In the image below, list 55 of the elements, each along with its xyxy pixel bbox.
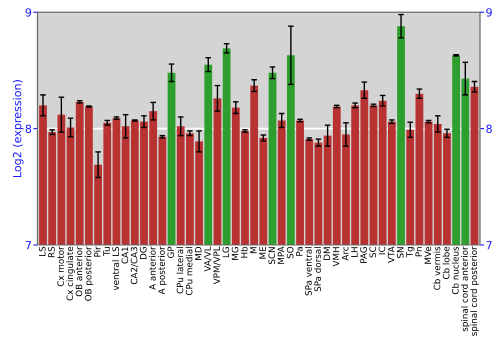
x-tick-label: IC: [378, 246, 386, 254]
x-tick-label: SPa ventral: [305, 247, 312, 296]
x-tick-label: Cx cingulate: [66, 246, 75, 300]
x-tick-label: SCN: [268, 247, 276, 264]
x-tick-label: RS: [48, 246, 55, 258]
x-tick-label: VTA: [388, 246, 394, 263]
y-tick-label: 8: [26, 124, 32, 134]
x-tick-label: Tu: [103, 247, 110, 256]
y-tick-label: 7: [26, 241, 31, 250]
x-tick-label: MPA: [278, 246, 284, 264]
x-tick-label: PAG: [360, 247, 367, 263]
x-tick-label: Pa: [296, 247, 303, 256]
x-tick-label: VPM/VPL: [213, 246, 221, 284]
x-tick-label: SN: [396, 247, 404, 258]
x-tick-label: CPu medial: [186, 247, 192, 296]
y2-tick-label: 8: [486, 124, 492, 134]
x-tick-label: MG: [232, 247, 238, 260]
x-tick-label: spinal cord posterior: [470, 246, 479, 336]
x-tick-label: ventral LS: [112, 246, 119, 290]
y-tick-label: 9: [26, 8, 32, 17]
x-tick-label: OB anterior: [75, 246, 82, 296]
x-tick-label: GP: [167, 246, 174, 258]
x-tick-label: Cb nucleus: [452, 246, 459, 294]
x-tick-label: LS: [38, 246, 46, 256]
y-axis-title: Log2 (expression): [12, 80, 24, 178]
x-tick-label: Arc: [342, 246, 349, 261]
x-tick-label: MD: [195, 246, 202, 260]
x-tick-label: SC: [369, 246, 376, 258]
x-tick-label: Cb vermis: [434, 246, 440, 290]
x-tick-label: Pn: [415, 247, 422, 256]
x-tick-label: CPu lateral: [176, 247, 184, 294]
x-tick-label: VA/VL: [204, 246, 212, 272]
x-tick-label: SPa dorsal: [314, 247, 321, 292]
x-tick-label: LH: [351, 247, 358, 257]
x-tick-label: MVe: [424, 246, 432, 264]
x-tick-label: VMH: [332, 247, 340, 266]
x-tick-label: CA1: [122, 247, 128, 264]
x-tick-label: Tg: [406, 247, 414, 258]
x-tick-label: Cb lobe: [442, 246, 450, 280]
x-tick-label: DG: [140, 247, 147, 260]
x-tick-label: ME: [259, 246, 266, 259]
x-tick-label: OB posterior: [84, 246, 94, 301]
x-tick-label: spinal cord anterior: [461, 246, 470, 332]
x-tick-label: A posterior: [158, 246, 167, 294]
x-tick-label: Cx motor: [57, 246, 64, 286]
x-tick-label: DM: [324, 247, 330, 260]
x-tick-label: Pir: [94, 246, 101, 257]
x-tick-label: M: [250, 247, 257, 254]
x-tick-label: A anterior: [148, 246, 156, 290]
y2-tick-label: 7: [486, 241, 492, 250]
x-tick-label: LG: [222, 247, 230, 258]
y2-tick-label: 9: [486, 8, 492, 17]
x-tick-label: CA2/CA3: [130, 247, 138, 284]
x-tick-label: Hb: [240, 246, 248, 258]
x-tick-label: SO: [286, 246, 294, 258]
